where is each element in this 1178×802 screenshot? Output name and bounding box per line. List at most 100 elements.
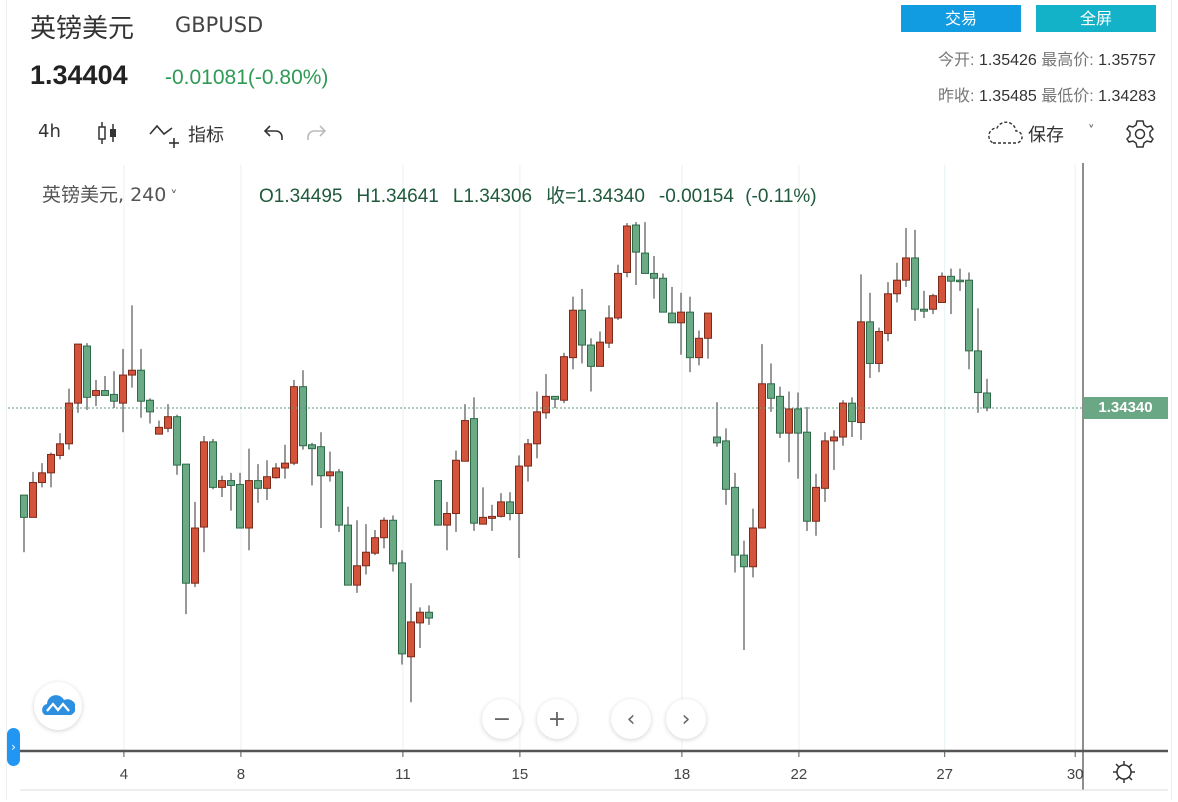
candle-body (875, 331, 883, 364)
candle-body (155, 426, 163, 435)
scroll-left-button[interactable]: ‹ (611, 699, 651, 739)
candle-body (767, 383, 775, 399)
candle-down (965, 272, 973, 370)
axis-settings-icon[interactable] (1112, 760, 1136, 788)
candle-body (740, 554, 748, 568)
zoom-in-button[interactable]: + (537, 699, 577, 739)
candle-body (794, 408, 802, 434)
gear-icon[interactable] (1124, 118, 1156, 154)
candle-up (614, 264, 622, 320)
candle-up (461, 404, 469, 462)
fullscreen-button[interactable]: 全屏 (1036, 5, 1156, 32)
candle-up (56, 433, 64, 460)
trade-button[interactable]: 交易 (901, 5, 1021, 32)
candle-up (371, 529, 379, 556)
candle-body (533, 411, 541, 445)
candle-up (893, 262, 901, 303)
candle-down (911, 229, 919, 321)
candle-body (326, 471, 334, 477)
open-label: 今开: (938, 52, 975, 69)
candle-body (92, 390, 100, 396)
candle-up (542, 374, 550, 419)
candle-body (803, 431, 811, 522)
candle-body (236, 483, 244, 529)
legend-open: O1.34495 (259, 186, 343, 207)
candle-down (866, 292, 874, 378)
cloud-icon[interactable] (984, 121, 1024, 151)
stats-row-open-high: 今开: 1.35426 最高价: 1.35757 (938, 46, 1156, 70)
legend-low: L1.34306 (452, 186, 533, 207)
candle-body (821, 440, 829, 489)
indicator-icon[interactable] (148, 120, 184, 154)
undo-icon[interactable] (262, 121, 286, 149)
candle-down (434, 480, 442, 526)
legend-ohlc: O1.34495 H1.34641 L1.34306 收=1.34340 -0.0015… (259, 181, 831, 208)
candle-body (173, 416, 181, 466)
candle-body (488, 515, 496, 519)
indicators-button[interactable]: 指标 (188, 125, 224, 146)
legend-symbol-text: 英镑美元, 240 (42, 184, 167, 206)
candle-body (812, 486, 820, 522)
chevron-down-icon[interactable]: ˅ (1088, 124, 1095, 139)
candle-up (677, 292, 685, 355)
candle-down (182, 463, 190, 615)
candle-body (272, 467, 280, 479)
candle-up (119, 348, 127, 433)
candle-body (551, 395, 559, 400)
candlestick-icon[interactable] (96, 120, 120, 150)
candle-body (938, 275, 946, 303)
candle-body (632, 224, 640, 253)
high-value: 1.35757 (1098, 52, 1156, 69)
save-button[interactable]: 保存 (1028, 125, 1064, 146)
candle-down (110, 371, 118, 408)
logo-icon[interactable] (34, 682, 82, 730)
candle-body (722, 440, 730, 490)
instrument-code: GBPUSD (175, 13, 264, 37)
chevron-down-icon[interactable]: ˅ (170, 189, 178, 205)
legend-symbol[interactable]: 英镑美元, 240 ˅ (42, 180, 177, 207)
candle-body (362, 551, 370, 567)
candle-body (263, 476, 271, 489)
candle-up (839, 400, 847, 446)
side-panel-toggle[interactable]: › (7, 728, 20, 766)
candle-down (974, 308, 982, 413)
candle-down (803, 407, 811, 531)
x-tick-label: 11 (395, 766, 411, 783)
candle-body (218, 480, 226, 488)
candle-up (929, 293, 937, 315)
candle-body (911, 257, 919, 310)
candle-body (20, 494, 28, 518)
candle-up (191, 501, 199, 588)
interval-selector[interactable]: 4h (38, 121, 61, 142)
candle-body (452, 459, 460, 515)
candle-up (38, 463, 46, 488)
candle-body (713, 436, 721, 444)
candles (20, 222, 991, 703)
candle-body (569, 309, 577, 359)
candle-body (443, 513, 451, 526)
candle-up (155, 420, 163, 435)
candle-down (740, 540, 748, 650)
candle-body (749, 527, 757, 568)
scroll-right-button[interactable]: › (666, 699, 706, 739)
candle-up (362, 524, 370, 575)
low-label: 最低价: (1041, 88, 1094, 105)
candle-body (335, 471, 343, 526)
candle-up (74, 343, 82, 413)
candle-down (794, 392, 802, 479)
candle-body (704, 312, 712, 339)
candle-body (776, 395, 784, 434)
candle-body (146, 399, 154, 413)
candle-body (785, 408, 793, 434)
candle-down (947, 268, 955, 315)
candle-body (884, 293, 892, 334)
candle-up (533, 391, 541, 459)
candle-body (623, 225, 631, 273)
zoom-out-button[interactable]: − (482, 699, 522, 739)
candle-down (425, 605, 433, 625)
candle-body (353, 565, 361, 586)
open-value: 1.35426 (978, 52, 1037, 69)
redo-icon[interactable] (304, 121, 328, 149)
candle-body (965, 279, 973, 352)
